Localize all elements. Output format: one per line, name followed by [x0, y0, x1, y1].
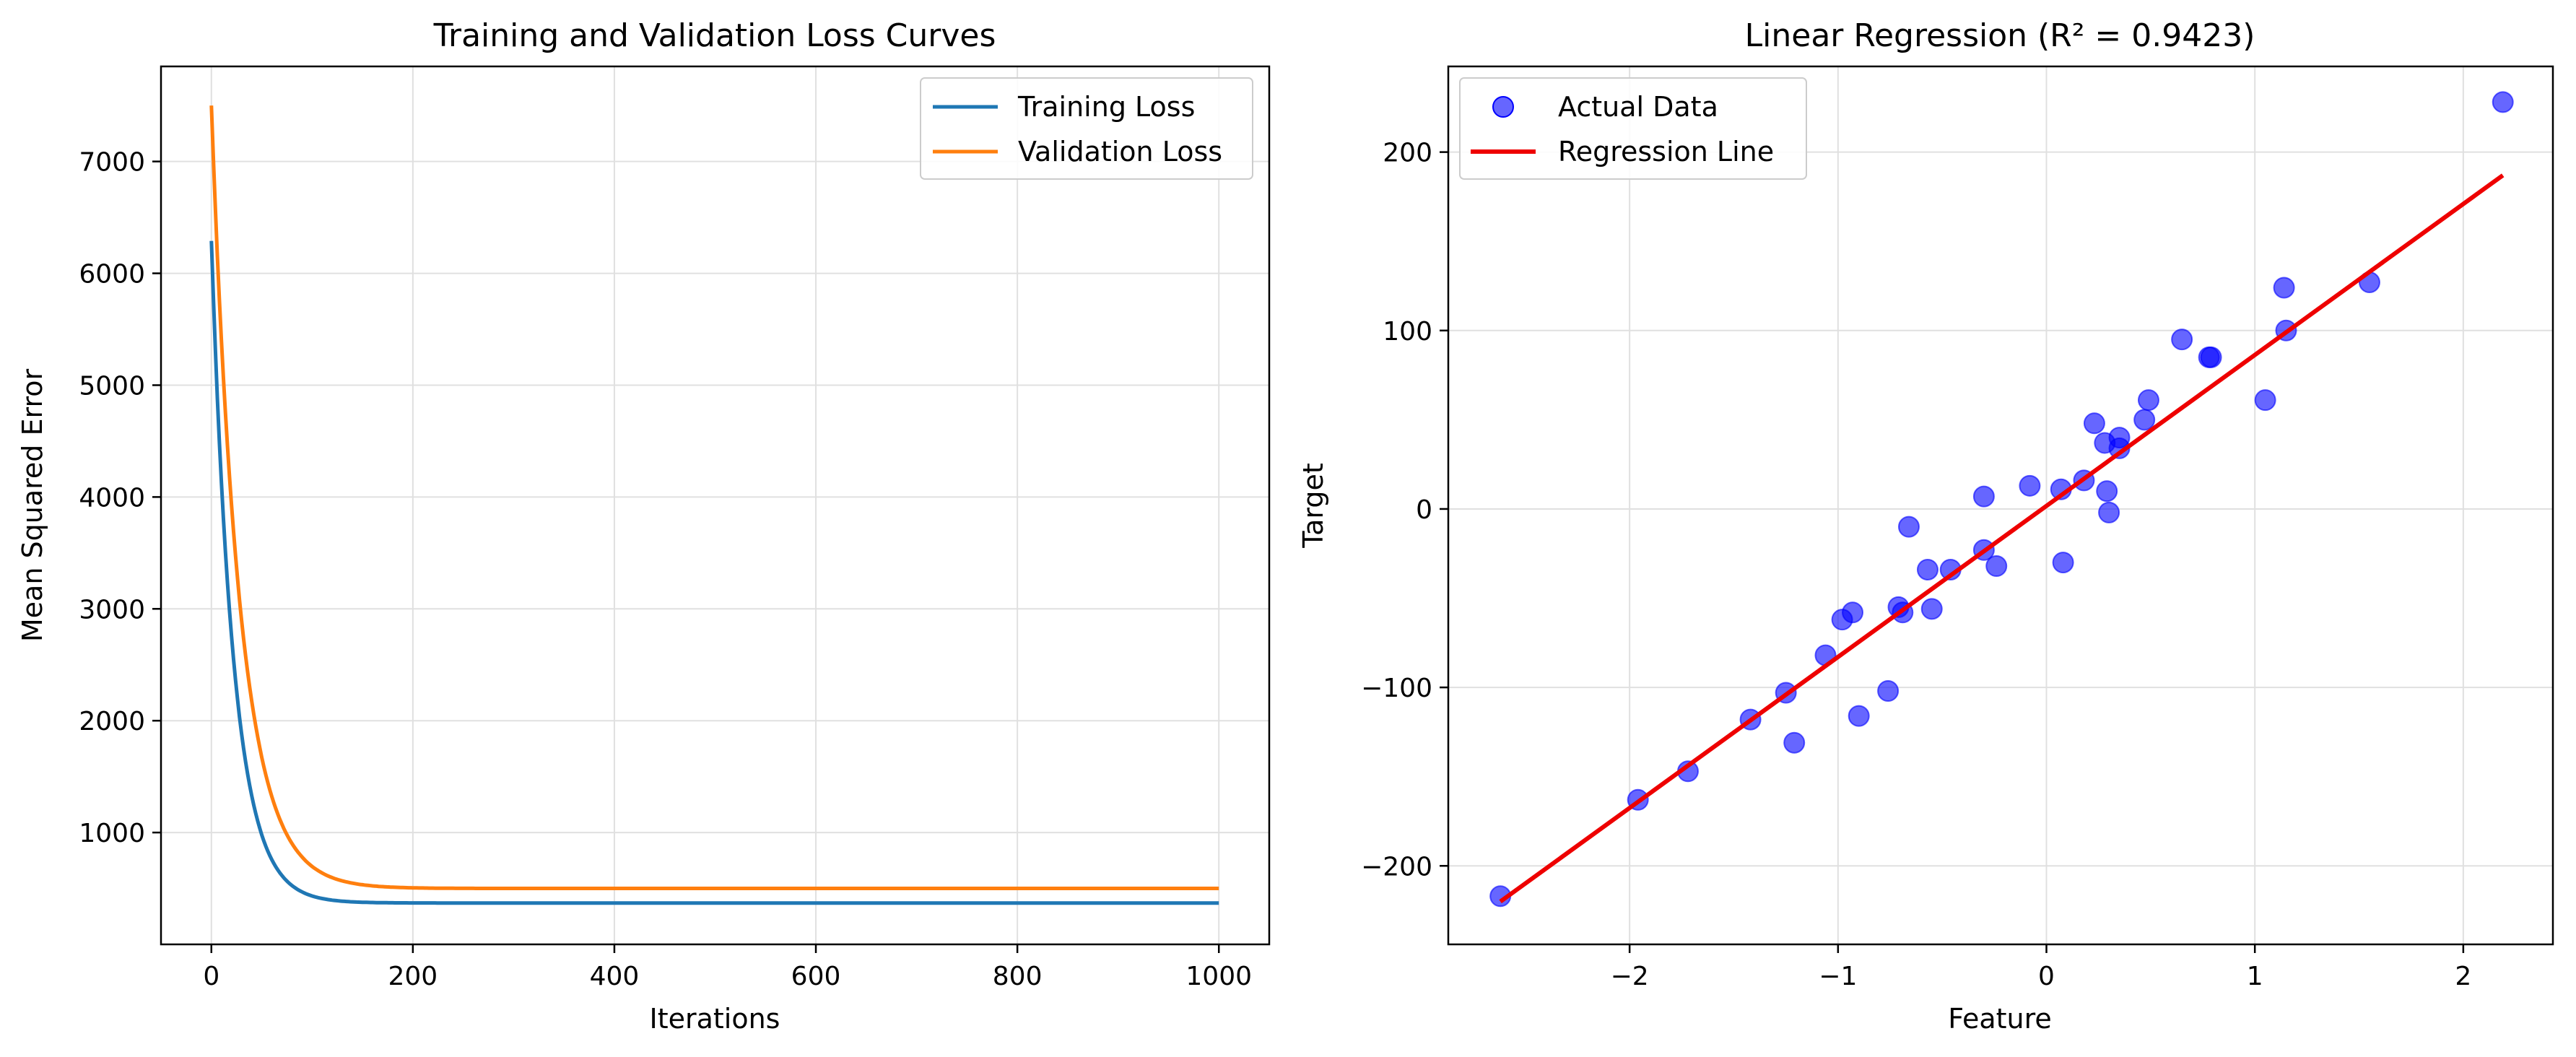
data-point-37 — [2273, 277, 2295, 299]
loss-xtick-label-400: 400 — [590, 962, 640, 991]
regression-xtick-label-2: 2 — [2455, 962, 2471, 991]
loss-grid — [161, 66, 1269, 944]
loss-ytick-label-5000: 5000 — [79, 371, 145, 401]
data-point-35 — [2200, 346, 2222, 368]
loss-plot-frame — [160, 65, 1271, 946]
loss-legend: Training Loss Validation Loss — [920, 77, 1253, 180]
regression-ytick-label-100: 100 — [1383, 317, 1432, 347]
legend-swatch-actual-data — [1492, 96, 1514, 118]
data-point-21 — [2019, 474, 2041, 497]
loss-ytick-label-2000: 2000 — [79, 707, 145, 736]
loss-xtick-label-0: 0 — [203, 962, 219, 991]
regression-ytick-label-200: −200 — [1361, 852, 1432, 882]
regression-panel: Linear Regression (R² = 0.9423) −2 −1 0 1 2−… — [1297, 17, 2554, 1035]
regression-plot-frame — [1447, 65, 2554, 946]
loss-ytick-label-6000: 6000 — [79, 260, 145, 290]
regression-line — [1499, 173, 2505, 904]
loss-ytick-label-4000: 4000 — [79, 483, 145, 513]
data-point-32 — [2137, 389, 2159, 412]
regression-xtick-label-0: 0 — [2038, 962, 2055, 991]
loss-xtick-label-600: 600 — [791, 962, 841, 991]
regression-ticks: −2 −1 0 1 2 −200 −100 0 100 200 — [1361, 139, 2471, 991]
data-point-27 — [2096, 480, 2118, 503]
legend-label-regression-line: Regression Line — [1558, 136, 1774, 168]
data-point-10 — [1848, 705, 1870, 727]
data-point-20 — [1985, 555, 2008, 578]
legend-label-training-loss: Training Loss — [1017, 91, 1195, 123]
loss-curves-panel: Training and Validation Loss Curves 0 200… — [17, 17, 1271, 1035]
loss-legend-box — [920, 77, 1253, 180]
data-point-33 — [2171, 329, 2193, 351]
data-point-14 — [1897, 516, 1920, 538]
regression-legend: Actual Data Regression Line — [1459, 77, 1807, 180]
regression-ytick-label-0: 0 — [1416, 495, 1432, 525]
regression-xtick-label-2: −2 — [1611, 962, 1649, 991]
loss-xtick-label-1000: 1000 — [1185, 962, 1252, 991]
data-point-40 — [2492, 91, 2514, 113]
regression-ytick-label-100: −100 — [1361, 674, 1432, 703]
regression-marks — [1489, 91, 2514, 908]
regression-x-axis-label: Feature — [1948, 1003, 2052, 1035]
data-point-31 — [2133, 409, 2156, 431]
loss-y-axis-label: Mean Squared Error — [17, 369, 48, 643]
data-point-15 — [1916, 558, 1938, 580]
series-line-validation-loss — [209, 105, 1219, 890]
data-point-18 — [1972, 485, 1995, 508]
regression-grid — [1448, 66, 2553, 944]
regression-legend-box — [1459, 77, 1807, 180]
series-line-training-loss — [209, 240, 1219, 905]
loss-ticks: 0 200 400 600 800 1000 1000 2000 3000 4000 5000 600… — [79, 148, 1252, 991]
regression-xtick-label-1: 1 — [2247, 962, 2263, 991]
loss-ytick-label-7000: 7000 — [79, 148, 145, 178]
data-point-23 — [2052, 552, 2074, 574]
loss-x-axis-label: Iterations — [650, 1003, 780, 1035]
data-point-25 — [2083, 412, 2105, 435]
legend-label-validation-loss: Validation Loss — [1018, 136, 1222, 168]
regression-ytick-label-200: 200 — [1383, 139, 1432, 168]
loss-ytick-label-3000: 3000 — [79, 595, 145, 625]
data-point-11 — [1877, 680, 1900, 703]
loss-series — [209, 105, 1219, 905]
loss-ytick-label-1000: 1000 — [79, 819, 145, 848]
regression-y-axis-label: Target — [1297, 463, 1329, 549]
loss-xtick-label-800: 800 — [993, 962, 1043, 991]
regression-chart-title: Linear Regression (R² = 0.9423) — [1745, 17, 2255, 54]
data-point-9 — [1842, 601, 1864, 624]
loss-xtick-label-200: 200 — [388, 962, 438, 991]
data-point-6 — [1783, 731, 1806, 754]
legend-label-actual-data: Actual Data — [1558, 91, 1718, 123]
loss-chart-title: Training and Validation Loss Curves — [433, 17, 996, 54]
data-point-16 — [1920, 598, 1943, 620]
data-point-28 — [2098, 501, 2120, 523]
regression-xtick-label-1: −1 — [1819, 962, 1857, 991]
data-point-36 — [2254, 389, 2276, 412]
